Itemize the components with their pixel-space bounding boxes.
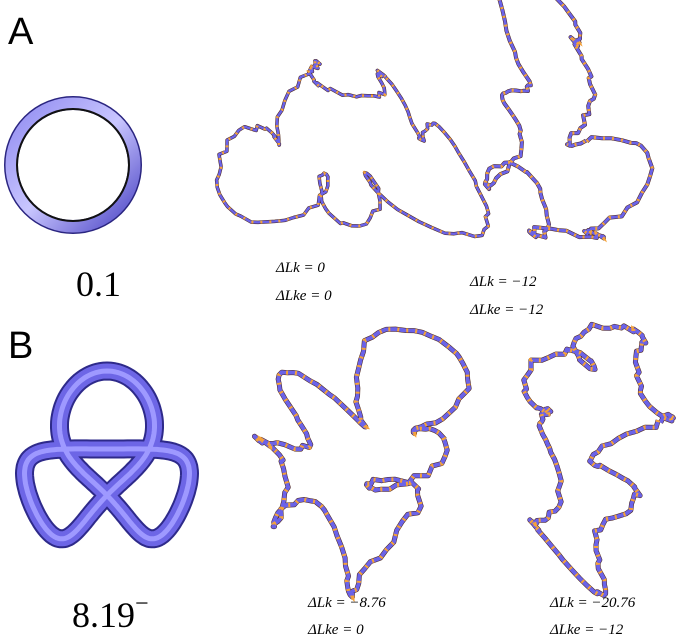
chain-beads xyxy=(217,61,489,237)
linking-excess: ΔLke = 0 xyxy=(275,288,332,304)
chain xyxy=(255,329,470,597)
panel-label: A xyxy=(8,11,34,53)
linking-number: ΔLk = −12 xyxy=(469,274,537,290)
linking-number: ΔLk = −20.76 xyxy=(549,595,636,611)
linking-excess: ΔLke = −12 xyxy=(549,622,624,638)
linking-excess: ΔLke = −12 xyxy=(469,302,544,318)
knot-chirality: − xyxy=(135,591,149,617)
knot-name: 8.19 xyxy=(72,595,135,635)
linking-number: ΔLk = −8.76 xyxy=(307,595,386,611)
panel-label: B xyxy=(8,325,33,367)
knot-name: 8.19− xyxy=(72,591,149,635)
linking-excess: ΔLke = 0 xyxy=(307,622,364,638)
ring xyxy=(11,103,135,227)
ring-inner xyxy=(17,109,129,221)
chain-base xyxy=(485,0,652,239)
chain xyxy=(217,61,489,237)
chain-beads xyxy=(524,324,674,595)
knot-name: 0.1 xyxy=(76,264,121,304)
chain-base xyxy=(217,61,489,237)
figure: A B 0.1 8.19− ΔLk = 0 ΔLke = 0 ΔLk = −12… xyxy=(0,0,678,640)
linking-number: ΔLk = 0 xyxy=(275,260,325,276)
knot-tube xyxy=(25,371,190,539)
